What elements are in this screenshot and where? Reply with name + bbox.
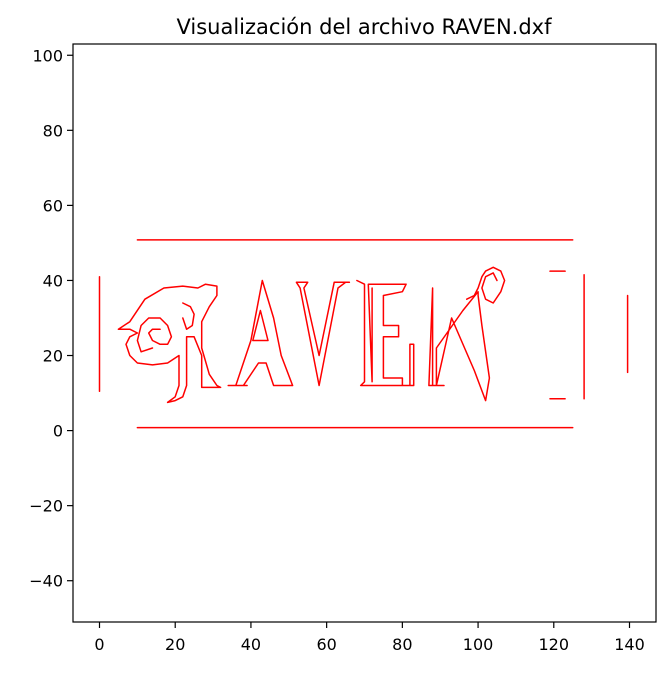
x-tick-label: 20	[165, 635, 185, 654]
y-tick-label: 20	[43, 347, 63, 366]
series-letter-R-inner	[182, 302, 195, 330]
series-letter-A-outer	[227, 279, 294, 387]
y-tick-label: 80	[43, 121, 63, 140]
x-tick-label: 60	[316, 635, 336, 654]
chart-title: Visualización del archivo RAVEN.dxf	[176, 15, 552, 39]
y-tick-label: 40	[43, 271, 63, 290]
x-tick-label: 40	[241, 635, 261, 654]
series-letter-N	[428, 287, 491, 402]
series-letter-R-swirl	[136, 317, 173, 353]
series-letter-A-inner	[252, 309, 269, 342]
series-letter-E	[356, 279, 415, 387]
axis-ticks: 0 20 40 60 80 100 120 140 −40 −20 0 20 40 60 80 100	[29, 46, 645, 654]
x-tick-label: 140	[614, 635, 645, 654]
dxf-drawing	[98, 239, 629, 429]
y-tick-label: 100	[32, 46, 63, 65]
series-N-flourish	[465, 266, 506, 304]
y-tick-label: 60	[43, 196, 63, 215]
y-tick-label: 0	[53, 422, 63, 441]
y-tick-label: −20	[29, 497, 63, 516]
x-tick-label: 80	[392, 635, 412, 654]
series-letter-V	[295, 281, 351, 387]
x-tick-label: 0	[94, 635, 104, 654]
x-tick-label: 100	[463, 635, 494, 654]
axes-frame	[72, 43, 657, 623]
y-tick-label: −40	[29, 572, 63, 591]
series-letter-R-outer	[117, 283, 222, 404]
x-tick-label: 120	[539, 635, 570, 654]
